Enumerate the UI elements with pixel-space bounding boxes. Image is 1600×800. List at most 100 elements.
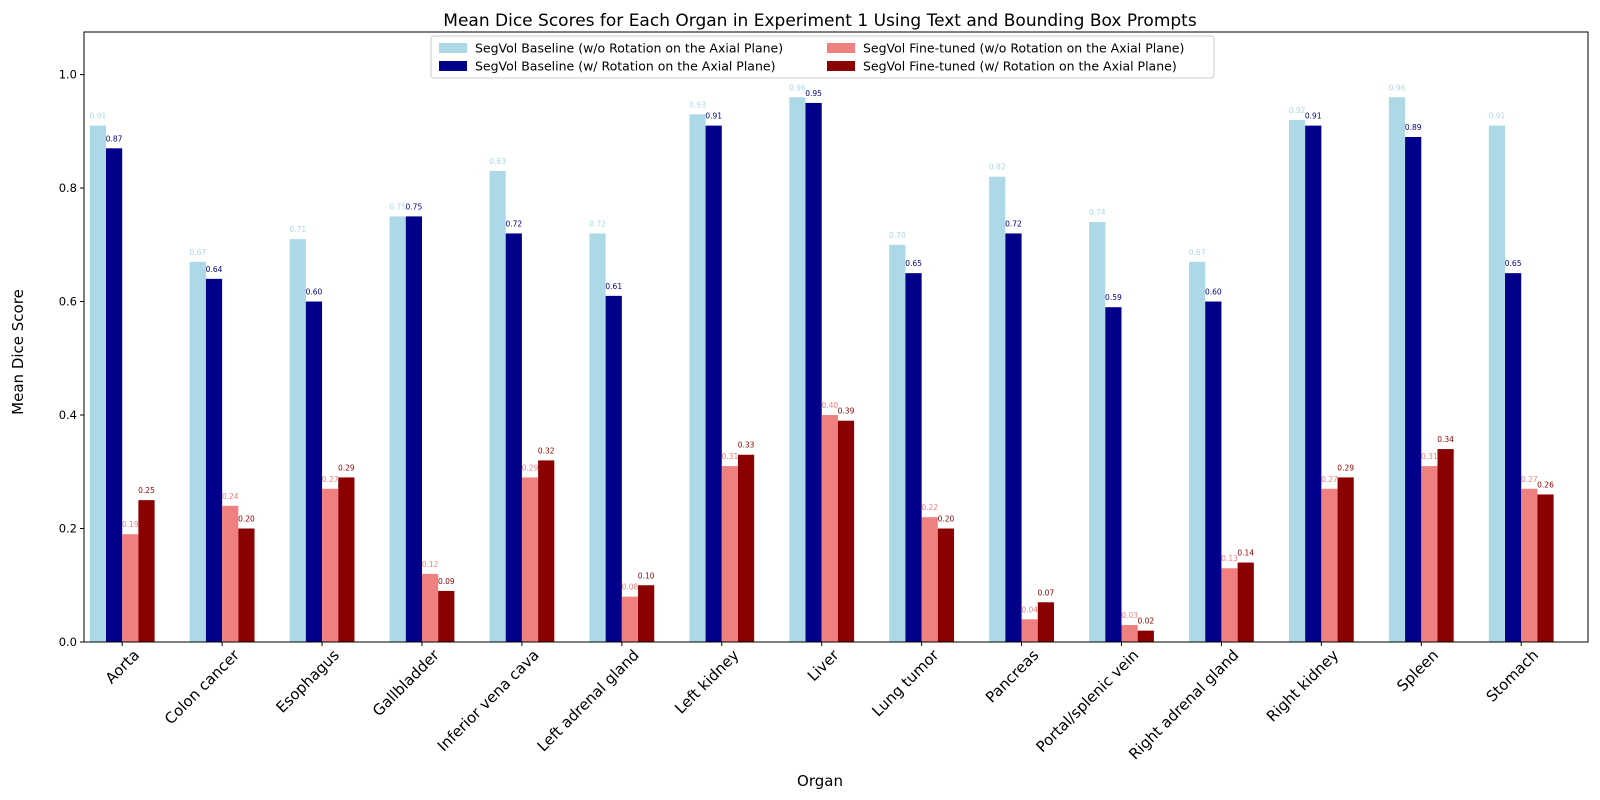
x-tick-label: Inferior vena cava bbox=[434, 646, 543, 755]
bar-value-label: 0.29 bbox=[522, 463, 539, 472]
bar-value-label: 0.65 bbox=[1505, 259, 1522, 268]
x-tick-label: Left adrenal gland bbox=[534, 646, 643, 755]
bar-value-label: 0.39 bbox=[838, 407, 855, 416]
plot-frame bbox=[83, 31, 1589, 643]
x-tick-label: Liver bbox=[804, 646, 843, 685]
bar-value-label: 0.26 bbox=[1537, 480, 1554, 489]
x-tick-label: Right adrenal gland bbox=[1125, 646, 1242, 763]
bar-4 bbox=[1237, 562, 1254, 642]
bar-2 bbox=[106, 148, 123, 643]
bar-3 bbox=[621, 596, 639, 642]
bar-value-label: 0.31 bbox=[722, 452, 739, 461]
bar-value-label: 0.91 bbox=[1305, 112, 1322, 121]
bar-3 bbox=[1121, 624, 1138, 642]
bar-2 bbox=[905, 273, 922, 642]
bar-4 bbox=[737, 454, 755, 642]
bar-value-label: 0.14 bbox=[1237, 549, 1254, 558]
legend-swatch bbox=[827, 61, 855, 71]
bar-value-label: 0.83 bbox=[489, 157, 506, 166]
bar-value-label: 0.67 bbox=[1189, 248, 1206, 257]
bar-value-label: 0.91 bbox=[705, 112, 722, 121]
bar-4 bbox=[1137, 630, 1154, 642]
bar-value-label: 0.19 bbox=[122, 520, 139, 529]
x-tick-label: Right kidney bbox=[1263, 646, 1342, 725]
legend-swatch bbox=[827, 43, 855, 53]
bar-value-label: 0.10 bbox=[638, 571, 655, 580]
bar-value-label: 0.87 bbox=[106, 134, 123, 143]
bar-1 bbox=[1189, 261, 1206, 642]
bar-value-label: 0.93 bbox=[689, 100, 706, 109]
bar-4 bbox=[837, 420, 855, 642]
bar-value-label: 0.72 bbox=[589, 219, 606, 228]
bar-value-label: 0.07 bbox=[1038, 588, 1055, 597]
legend-swatch bbox=[439, 43, 467, 53]
y-axis-label: Mean Dice Score bbox=[9, 289, 27, 415]
y-tick-label: 0.4 bbox=[59, 408, 77, 422]
bar-3 bbox=[322, 488, 339, 642]
bar-3 bbox=[1221, 568, 1238, 642]
bar-value-label: 0.91 bbox=[1489, 112, 1506, 121]
bar-value-label: 0.72 bbox=[1005, 219, 1022, 228]
bar-1 bbox=[689, 114, 706, 643]
bar-4 bbox=[438, 590, 455, 642]
bar-4 bbox=[937, 528, 955, 642]
bar-value-label: 0.59 bbox=[1105, 293, 1122, 302]
bar-value-label: 0.91 bbox=[90, 112, 107, 121]
bar-value-label: 0.03 bbox=[1121, 611, 1138, 620]
bar-value-label: 0.22 bbox=[921, 503, 938, 512]
plot-area: 0.91 0.87 0.19 0.25 0.67 0.64 0.24 0.20 0.71 0.60… bbox=[90, 83, 1554, 643]
x-tick-label: Portal/splenic vein bbox=[1032, 646, 1142, 756]
bar-1 bbox=[389, 216, 406, 642]
bar-value-label: 0.40 bbox=[821, 401, 838, 410]
bar-2 bbox=[1005, 233, 1022, 642]
x-tick-label: Left kidney bbox=[671, 646, 742, 717]
bar-value-label: 0.33 bbox=[738, 441, 755, 450]
y-tick-label: 0.6 bbox=[59, 295, 77, 309]
bar-value-label: 0.60 bbox=[306, 288, 323, 297]
bar-2 bbox=[1105, 307, 1122, 642]
bar-value-label: 0.65 bbox=[905, 259, 922, 268]
bar-3 bbox=[921, 517, 938, 642]
bar-value-label: 0.09 bbox=[438, 577, 455, 586]
bar-value-label: 0.24 bbox=[222, 492, 239, 501]
bar-value-label: 0.29 bbox=[1337, 463, 1354, 472]
bar-2 bbox=[405, 216, 422, 642]
bar-4 bbox=[1537, 494, 1554, 642]
bar-4 bbox=[1037, 602, 1054, 642]
bar-value-label: 0.71 bbox=[289, 225, 306, 234]
x-tick-label: Gallbladder bbox=[369, 646, 443, 720]
x-tick-label: Colon cancer bbox=[161, 646, 244, 729]
bar-value-label: 0.64 bbox=[206, 265, 223, 274]
bar-1 bbox=[1288, 119, 1306, 642]
bar-value-label: 0.20 bbox=[238, 515, 255, 524]
bar-value-label: 0.27 bbox=[1521, 475, 1538, 484]
bar-value-label: 0.25 bbox=[138, 486, 155, 495]
bar-2 bbox=[1305, 125, 1322, 642]
x-tick-label: Stomach bbox=[1483, 646, 1542, 705]
bar-2 bbox=[305, 301, 323, 642]
bar-4 bbox=[1437, 449, 1454, 642]
legend-entry-label: SegVol Fine-tuned (w/ Rotation on the Ax… bbox=[863, 59, 1177, 74]
bar-2 bbox=[205, 278, 223, 642]
legend: SegVol Baseline (w/o Rotation on the Axi… bbox=[430, 35, 1215, 79]
bar-4 bbox=[138, 500, 155, 642]
bar-2 bbox=[605, 295, 622, 642]
bar-3 bbox=[421, 573, 439, 642]
bar-1 bbox=[789, 97, 806, 643]
x-tick-label: Spleen bbox=[1393, 646, 1442, 695]
chart-title: Mean Dice Scores for Each Organ in Exper… bbox=[443, 11, 1197, 31]
bar-value-label: 0.08 bbox=[622, 583, 639, 592]
y-tick-label: 0.2 bbox=[59, 522, 77, 536]
bar-value-label: 0.92 bbox=[1289, 106, 1306, 115]
bar-1 bbox=[1488, 125, 1506, 642]
bar-value-label: 0.82 bbox=[989, 163, 1006, 172]
bar-value-label: 0.72 bbox=[505, 219, 522, 228]
legend-entry-label: SegVol Baseline (w/ Rotation on the Axia… bbox=[475, 59, 775, 74]
bar-value-label: 0.61 bbox=[605, 282, 622, 291]
bar-1 bbox=[1089, 222, 1106, 642]
bar-2 bbox=[1405, 136, 1422, 642]
legend-swatch bbox=[439, 61, 467, 71]
bar-value-label: 0.74 bbox=[1089, 208, 1106, 217]
bar-value-label: 0.31 bbox=[1421, 452, 1438, 461]
